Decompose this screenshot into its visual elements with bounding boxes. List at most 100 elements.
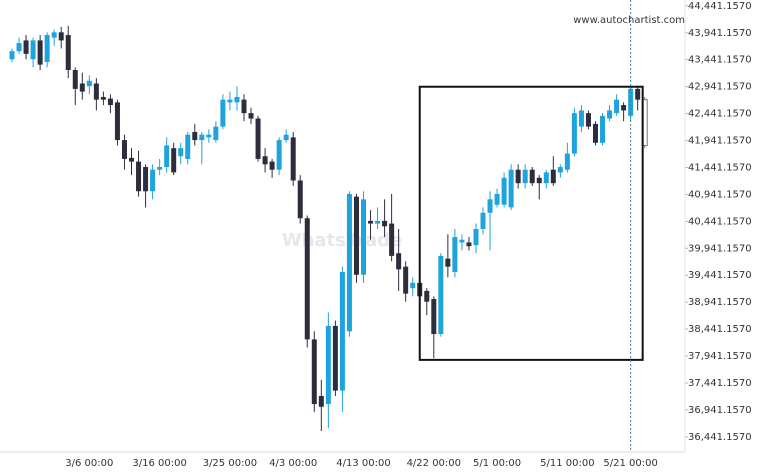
candle-body [325, 325, 331, 405]
candle-body [494, 193, 500, 205]
y-tick-label: 41,941.1570 [688, 136, 752, 147]
candle-body [424, 290, 430, 302]
candle-body [529, 169, 535, 184]
candle-body [255, 118, 261, 159]
candle-body [382, 220, 388, 227]
y-tick-label: 40,941.1570 [688, 189, 752, 200]
candle-body [65, 35, 71, 71]
y-tick-label: 36,941.1570 [688, 405, 752, 416]
x-tick-label: 3/16 00:00 [132, 458, 186, 469]
candle-body [86, 80, 92, 87]
candle-body [185, 134, 191, 159]
candle-body [157, 167, 163, 170]
x-tick-label: 3/25 00:00 [203, 458, 257, 469]
candle-body [550, 169, 556, 184]
candle-body [361, 199, 366, 275]
candle-body [304, 218, 310, 340]
y-tick-label: 41,441.1570 [688, 162, 752, 173]
candle-body [600, 115, 606, 143]
watermark: www.autochartist.com [573, 15, 685, 26]
candle-body [100, 96, 106, 100]
candle-body [44, 35, 50, 62]
candle-body [564, 153, 570, 170]
candle-body [578, 110, 584, 127]
candle-body [445, 258, 451, 267]
candle-body [164, 145, 170, 168]
candle-body [543, 172, 549, 184]
candle-body [234, 96, 240, 103]
candle-body [466, 242, 472, 247]
candle-body [276, 140, 282, 170]
candle-body [396, 253, 402, 270]
pattern-box [418, 85, 644, 361]
candle-body [389, 223, 395, 256]
y-tick-label: 42,941.1570 [688, 82, 752, 93]
x-tick-label: 4/3 00:00 [269, 458, 317, 469]
candle-body [353, 196, 359, 275]
candle-body [30, 40, 36, 60]
candle-body [129, 157, 135, 162]
candle-body [318, 395, 324, 407]
candle-body [178, 148, 184, 157]
y-tick-label: 43,441.1570 [688, 55, 752, 66]
candle-body [536, 177, 542, 184]
candle-body [16, 43, 22, 52]
candle-body [227, 99, 233, 103]
y-tick-label: 42,441.1570 [688, 109, 752, 120]
x-tick-label: 4/13 00:00 [336, 458, 390, 469]
candle-body [93, 83, 99, 100]
x-tick-label: 5/1 00:00 [473, 458, 521, 469]
candle-body [311, 339, 317, 405]
candle-body [571, 113, 577, 154]
candle-body [473, 228, 479, 246]
candle-body [121, 140, 127, 159]
candle-body [332, 325, 338, 391]
candle-body [58, 32, 64, 41]
candle-body [635, 88, 641, 100]
candle-body [248, 113, 254, 119]
candle-body [206, 134, 212, 138]
x-tick-label: 4/22 00:00 [407, 458, 461, 469]
candle-body [213, 126, 219, 141]
candle-body [557, 167, 563, 173]
candle-body [375, 220, 381, 224]
candle-body [72, 70, 78, 89]
y-tick-label: 43,941.1570 [688, 28, 752, 39]
candle-body [339, 272, 345, 391]
y-tick-label: 38,441.1570 [688, 324, 752, 335]
candle-body [368, 220, 374, 224]
candle-body [143, 167, 149, 192]
candle-body [241, 99, 247, 114]
candle-body [487, 199, 493, 213]
y-tick-label: 37,941.1570 [688, 351, 752, 362]
candle-body [136, 161, 142, 192]
candle-body [607, 110, 613, 119]
brand-watermark: WhatsTrade [282, 230, 403, 251]
candle-body [297, 180, 303, 219]
candle-body [592, 123, 598, 143]
candle-body [621, 105, 627, 111]
candle-body [522, 169, 528, 184]
x-tick-label: 5/11 00:00 [540, 458, 594, 469]
candle-body [269, 161, 275, 170]
candle-body [501, 177, 507, 205]
y-tick-label: 44,441.1570 [688, 1, 752, 12]
y-tick-label: 40,441.1570 [688, 216, 752, 227]
candle-body [37, 40, 43, 65]
candle-body [438, 255, 444, 335]
candle-body [459, 239, 465, 243]
candle-body [107, 98, 113, 106]
candle-body [431, 298, 437, 335]
candle-body [79, 83, 85, 92]
candle-body [9, 51, 15, 60]
candle-body [220, 99, 226, 127]
y-tick-label: 37,441.1570 [688, 378, 752, 389]
y-tick-label: 38,941.1570 [688, 297, 752, 308]
y-tick-label: 39,441.1570 [688, 270, 752, 281]
candle-body [403, 266, 409, 294]
candle-body [114, 102, 120, 141]
candle-body [150, 169, 156, 192]
candle-body [508, 169, 514, 208]
candle-body [192, 131, 198, 141]
